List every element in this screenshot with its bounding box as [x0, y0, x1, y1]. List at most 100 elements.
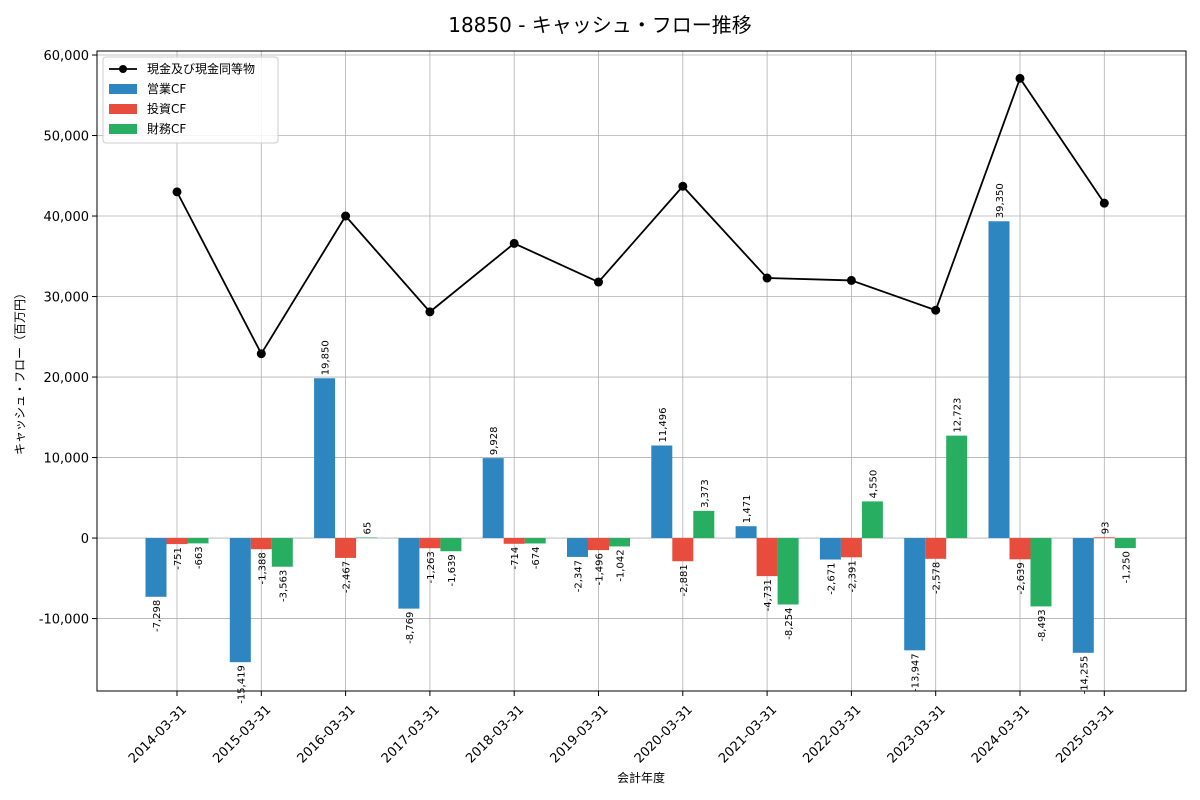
- grid-layer: [97, 51, 1186, 691]
- value-label: -1,263: [426, 551, 437, 583]
- value-label: -663: [194, 546, 205, 569]
- line-layer: [172, 73, 1109, 359]
- value-label: -4,731: [763, 579, 774, 611]
- bar-1-0: [166, 538, 188, 545]
- bar-2-7: [777, 538, 799, 605]
- y-tick-label: 60,000: [44, 49, 90, 64]
- y-tick-label: 30,000: [44, 291, 90, 306]
- value-label: 11,496: [658, 407, 669, 442]
- value-label: -2,467: [342, 561, 353, 593]
- value-label: -1,388: [257, 552, 268, 584]
- value-label: -2,347: [574, 560, 585, 592]
- x-axis-label: 会計年度: [617, 770, 665, 785]
- value-label-layer: -7,298 -15,419 19,850 -8,769 9,928 -2,347 11,4…: [152, 183, 1132, 704]
- value-label: -751: [173, 547, 184, 570]
- bar-2-3: [440, 538, 462, 552]
- bar-2-6: [693, 510, 715, 539]
- bar-0-11: [1072, 538, 1094, 653]
- bar-0-4: [482, 458, 504, 539]
- bar-2-10: [1030, 538, 1052, 607]
- value-label: -13,947: [911, 653, 922, 692]
- bar-layer: [145, 221, 1136, 663]
- bar-0-7: [735, 526, 757, 539]
- cash-point: [846, 275, 856, 285]
- y-tick-label: 10,000: [44, 452, 90, 467]
- bar-1-6: [672, 538, 694, 562]
- y-tick-label: 40,000: [44, 210, 90, 225]
- cash-point: [931, 305, 941, 315]
- cash-point: [594, 277, 603, 287]
- bar-1-5: [588, 538, 609, 551]
- bar-0-6: [651, 445, 673, 539]
- value-label: 19,850: [321, 340, 332, 375]
- value-label: -1,250: [1121, 551, 1132, 583]
- value-label: 1,471: [742, 495, 753, 524]
- y-axis-label: キャッシュ・フロー（百万円）: [13, 287, 27, 455]
- value-label: -7,298: [152, 600, 163, 632]
- bar-1-7: [756, 538, 778, 577]
- bar-0-1: [229, 538, 251, 663]
- legend-entry: 営業CF: [147, 82, 186, 96]
- cash-point: [172, 187, 182, 197]
- value-label: -1,639: [447, 554, 458, 586]
- bar-2-0: [187, 538, 209, 544]
- bar-1-2: [335, 538, 357, 558]
- value-label: -2,578: [932, 562, 943, 594]
- y-tick-label: 0: [81, 532, 89, 547]
- cash-point: [1015, 73, 1025, 83]
- value-label: -1,496: [595, 553, 606, 585]
- bar-1-4: [503, 538, 525, 544]
- cash-point: [1099, 198, 1109, 208]
- value-label: 39,350: [995, 183, 1006, 218]
- cash-point: [425, 307, 435, 317]
- bar-0-5: [567, 538, 588, 557]
- y-tick-label: -10,000: [39, 613, 89, 628]
- value-label: 93: [1100, 522, 1111, 535]
- legend-bar-swatch: [109, 124, 137, 134]
- legend-bar-swatch: [109, 84, 137, 94]
- bar-1-1: [250, 538, 272, 550]
- value-label: -3,563: [278, 570, 289, 602]
- bar-2-2: [356, 537, 378, 539]
- cash-point: [509, 238, 519, 248]
- bar-0-3: [398, 538, 420, 609]
- chart-title: 18850 - キャッシュ・フロー推移: [448, 13, 752, 37]
- value-label: -8,769: [405, 612, 416, 644]
- value-label: -2,391: [847, 560, 858, 592]
- plot-frame: [96, 50, 1187, 692]
- value-label: -1,042: [616, 549, 627, 581]
- value-label: 4,550: [868, 470, 879, 499]
- y-tick-label: 20,000: [44, 371, 90, 386]
- bar-2-11: [1114, 538, 1136, 549]
- value-label: 9,928: [489, 426, 500, 455]
- bar-1-9: [925, 538, 947, 559]
- cash-point: [762, 273, 772, 283]
- bar-1-10: [1009, 538, 1031, 560]
- value-label: -2,881: [679, 564, 690, 596]
- legend-entry: 財務CF: [147, 121, 186, 136]
- bar-0-8: [819, 538, 841, 560]
- value-label: 12,723: [953, 398, 964, 433]
- value-label: -14,255: [1079, 656, 1090, 695]
- bar-2-9: [946, 435, 968, 539]
- bar-0-9: [904, 538, 926, 651]
- legend-entry: 現金及び現金同等物: [147, 61, 255, 76]
- bar-1-3: [419, 538, 441, 549]
- bar-1-8: [840, 538, 862, 558]
- bar-0-2: [314, 378, 336, 539]
- legend-marker: [119, 65, 127, 73]
- cash-point: [341, 211, 351, 221]
- cash-line: [176, 76, 1106, 356]
- bar-2-8: [861, 501, 883, 539]
- legend-box: [102, 56, 279, 144]
- bar-2-5: [609, 538, 630, 547]
- bar-0-0: [145, 538, 167, 597]
- value-label: -674: [531, 546, 542, 569]
- value-label: 3,373: [700, 479, 711, 508]
- y-tick-label: 50,000: [44, 130, 90, 145]
- legend-entry: 投資CF: [147, 101, 186, 116]
- value-label: -15,419: [236, 665, 247, 704]
- value-label: 65: [363, 522, 374, 535]
- value-label: -2,671: [826, 563, 837, 595]
